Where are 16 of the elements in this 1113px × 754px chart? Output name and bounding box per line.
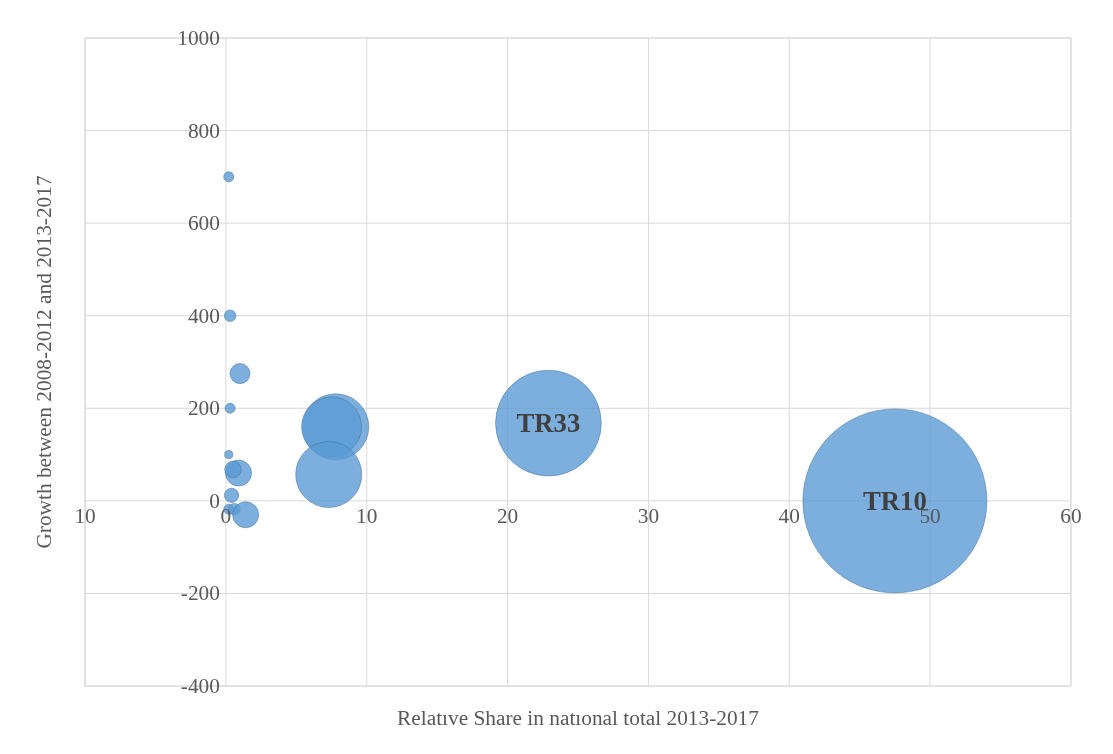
x-tick-label: 20 [496, 503, 519, 528]
annotation: TR33 [516, 408, 581, 439]
x-tick-label: 10 [74, 503, 96, 528]
y-tick-label: 400 [187, 303, 220, 328]
x-tick-label: 40 [778, 503, 800, 528]
x-tick-label: 10 [356, 503, 378, 528]
y-tick-label: 800 [187, 118, 220, 143]
y-tick-label: 1000 [177, 25, 220, 50]
y-tick-label: 600 [187, 211, 220, 236]
y-tick-label: -400 [180, 674, 220, 699]
x-tick-label: 30 [637, 503, 660, 528]
x-axis-title: Relatıve Share in natıonal total 2013-2017 [397, 705, 760, 730]
x-tick-label: 60 [1060, 503, 1082, 528]
y-tick-label: 200 [187, 396, 220, 421]
y-tick-label: -200 [180, 581, 220, 606]
y-axis-title: Growth between 2008-2012 and 2013-2017 [31, 175, 56, 549]
